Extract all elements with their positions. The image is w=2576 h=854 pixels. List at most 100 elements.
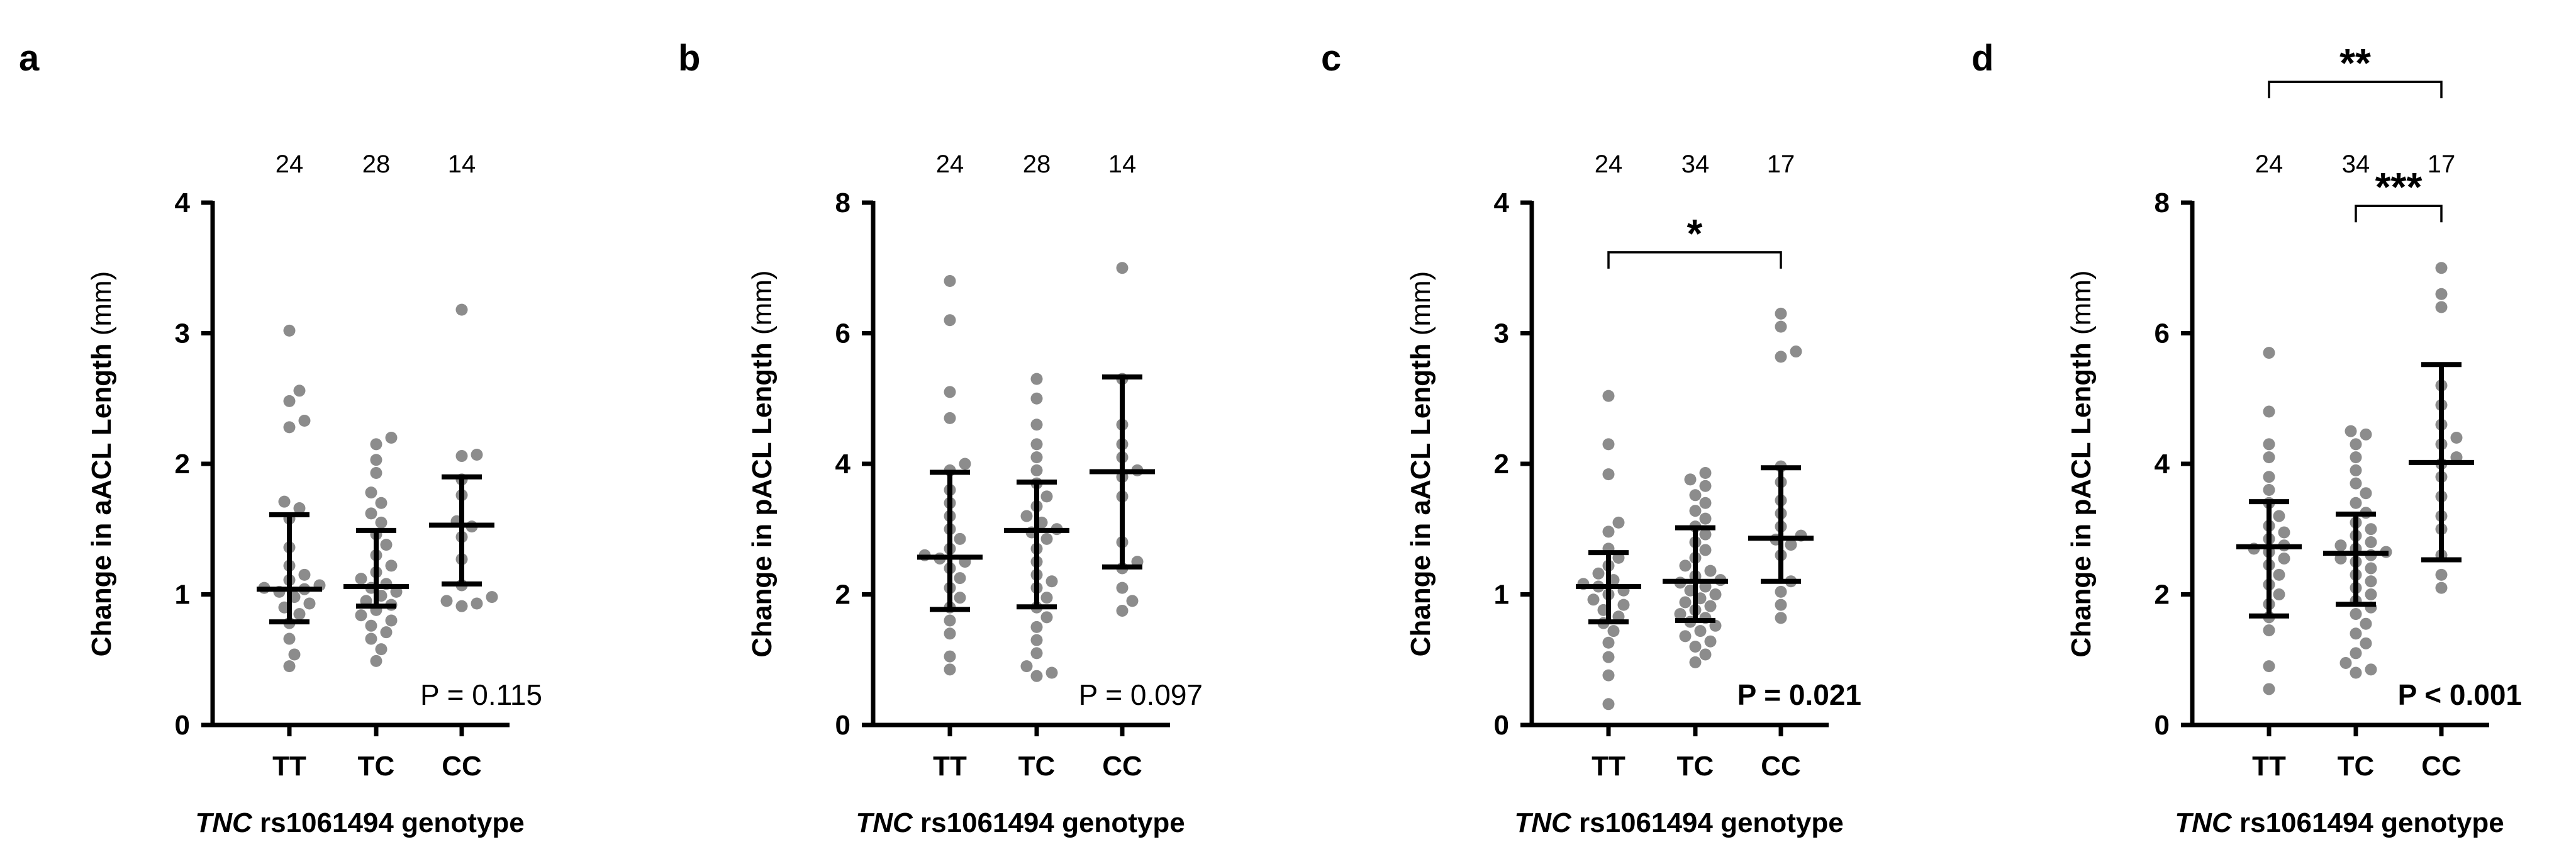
data-point [288, 648, 301, 661]
significance-stars: ** [2339, 40, 2371, 86]
count-label-tc: 28 [362, 150, 391, 178]
data-point [2263, 347, 2275, 359]
category-label-tc: TC [1677, 751, 1714, 782]
y-tick-label: 0 [835, 710, 850, 741]
data-point [2365, 575, 2377, 588]
data-point [2365, 562, 2377, 575]
data-point [385, 432, 398, 444]
data-point [1030, 438, 1043, 451]
category-label-tc: TC [1018, 751, 1056, 782]
significance-bracket [2355, 205, 2443, 223]
y-axis-label-unit: (mm) [2066, 270, 2097, 342]
data-point [370, 655, 382, 667]
data-point [2263, 405, 2275, 418]
data-point [2263, 683, 2275, 695]
data-point [1030, 647, 1043, 660]
data-point [486, 591, 498, 604]
data-point [2263, 624, 2275, 637]
data-point [375, 497, 388, 509]
data-point [370, 467, 382, 480]
x-axis-label: TNC rs1061494 genotype [856, 807, 1185, 838]
data-point [1699, 648, 1712, 661]
data-point [471, 597, 483, 610]
data-point [2339, 656, 2352, 669]
data-point [1045, 666, 1058, 679]
data-point [370, 438, 382, 451]
data-point [365, 507, 377, 520]
y-tick-label: 3 [175, 318, 190, 349]
data-point [2278, 552, 2290, 565]
data-point [1030, 419, 1043, 431]
data-point [1040, 532, 1053, 545]
count-label-cc: 14 [1108, 150, 1137, 178]
y-axis-label: Change in aACL Length (mm) [86, 271, 117, 657]
data-point [944, 386, 956, 398]
y-tick-label: 2 [1494, 449, 1509, 480]
data-point [2263, 451, 2275, 464]
data-point [380, 539, 393, 551]
data-point [2350, 477, 2362, 490]
data-point [2435, 301, 2448, 313]
data-point [1040, 490, 1053, 503]
panel-letter: b [678, 38, 700, 79]
significance-bracket [1607, 251, 1782, 269]
y-tick-label: 6 [835, 318, 850, 349]
category-label-cc: CC [2421, 751, 2462, 782]
data-point [1116, 582, 1129, 594]
data-point [1689, 641, 1702, 653]
data-point [1775, 598, 1787, 611]
data-point [2360, 637, 2372, 649]
data-point [1785, 539, 1797, 551]
data-point [2350, 464, 2362, 476]
data-point [2365, 536, 2377, 548]
x-axis-label-gene: TNC [1514, 807, 1572, 838]
data-point [1699, 467, 1712, 480]
data-point [2273, 510, 2285, 522]
data-point [303, 597, 316, 610]
y-axis-label-unit: (mm) [1405, 271, 1436, 344]
y-tick-label: 4 [1494, 188, 1510, 218]
data-point [283, 324, 296, 337]
significance-bracket [2268, 81, 2443, 99]
count-label-tc: 28 [1023, 150, 1051, 178]
data-point [298, 568, 311, 581]
data-point [1679, 596, 1692, 609]
count-label-tc: 34 [1681, 150, 1710, 178]
significance-stars: * [1687, 211, 1703, 256]
data-point [1030, 634, 1043, 646]
count-label-tc: 34 [2342, 150, 2370, 178]
y-tick-label: 4 [175, 188, 191, 218]
data-point [1617, 598, 1630, 611]
category-label-cc: CC [442, 751, 482, 782]
data-point [385, 559, 398, 572]
count-label-cc: 17 [1767, 150, 1795, 178]
data-point [1694, 625, 1707, 638]
y-tick-label: 8 [2155, 188, 2170, 218]
data-point [954, 592, 966, 604]
data-point [293, 608, 306, 621]
data-point [1679, 559, 1692, 572]
panel-a: a 0 1 2 3 4 Change in aACL Length (mm) TNC rs10… [19, 38, 542, 838]
data-point [1030, 373, 1043, 385]
data-point [1775, 307, 1787, 320]
data-point [2350, 451, 2362, 464]
data-point [2263, 438, 2275, 451]
data-point [1607, 625, 1620, 638]
data-point [1602, 468, 1615, 481]
data-point [1040, 592, 1053, 604]
y-axis-label-main: Change in pACL Length [2066, 342, 2097, 657]
y-axis-label-unit: (mm) [747, 270, 778, 342]
panel-letter: c [1321, 38, 1341, 79]
x-axis-label-text: rs1061494 genotype [252, 807, 525, 838]
data-point [1775, 612, 1787, 624]
data-point [283, 632, 296, 645]
data-point [954, 532, 966, 545]
data-point [944, 412, 956, 424]
count-label-tt: 24 [936, 150, 964, 178]
data-point [1030, 621, 1043, 633]
y-axis-label: Change in pACL Length (mm) [747, 270, 778, 657]
count-label-cc: 17 [2428, 150, 2456, 178]
data-point [298, 415, 311, 427]
data-point [959, 458, 971, 470]
